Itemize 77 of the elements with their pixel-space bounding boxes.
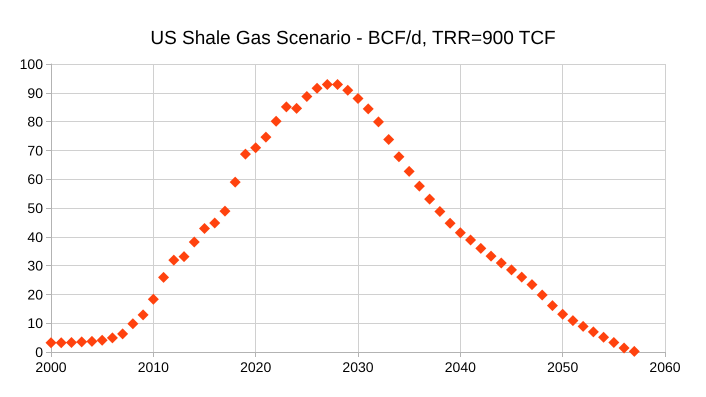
point [301, 91, 312, 102]
x-tick-label: 2060 [649, 359, 681, 375]
x-tick-label: 2000 [35, 359, 67, 375]
point [444, 218, 456, 229]
point [168, 254, 180, 266]
point [280, 101, 292, 112]
point [230, 176, 241, 188]
point [526, 279, 538, 290]
point [127, 318, 138, 330]
y-tick-label: 20 [27, 286, 44, 302]
y-tick-label: 90 [27, 84, 44, 101]
point [250, 142, 262, 154]
y-tick-label: 70 [27, 142, 44, 158]
point [567, 315, 578, 326]
x-tick-label: 2030 [342, 359, 374, 375]
point [557, 308, 568, 320]
point [486, 250, 497, 262]
point [291, 102, 302, 114]
y-tick-label: 30 [27, 258, 44, 274]
point [56, 337, 67, 348]
y-tick-label: 80 [27, 114, 44, 130]
point [628, 346, 640, 357]
point [618, 342, 630, 354]
point [342, 84, 354, 96]
point [475, 242, 486, 254]
point [496, 258, 507, 269]
point [465, 234, 476, 246]
point [270, 116, 282, 127]
point [209, 217, 220, 228]
point [578, 320, 589, 332]
x-tick-label: 2020 [240, 359, 272, 375]
point [158, 272, 170, 283]
point [536, 289, 548, 300]
point [199, 222, 210, 234]
point [404, 166, 415, 177]
y-tick-label: 50 [27, 200, 44, 216]
point [372, 116, 384, 128]
point [219, 206, 230, 217]
point [106, 332, 118, 344]
point [148, 294, 159, 305]
point [434, 206, 446, 217]
point [322, 78, 333, 90]
point [393, 151, 404, 162]
point [66, 336, 77, 348]
point [362, 103, 374, 114]
point [240, 148, 251, 160]
point [117, 328, 128, 340]
point [598, 332, 610, 343]
point [312, 82, 323, 94]
point [260, 132, 272, 143]
y-tick-label: 100 [20, 56, 44, 72]
point [76, 336, 88, 348]
point [454, 227, 466, 238]
point [352, 93, 364, 104]
x-tick-label: 2010 [138, 359, 170, 375]
x-tick-label: 2050 [547, 359, 578, 375]
point [414, 180, 425, 192]
y-tick-label: 0 [35, 344, 44, 360]
point [138, 309, 149, 320]
point [506, 264, 517, 276]
point [588, 326, 599, 338]
point [424, 194, 436, 205]
point [188, 236, 200, 248]
point [178, 251, 190, 262]
chart-title: US Shale Gas Scenario - BCF/d, TRR=900 TCF [150, 28, 556, 49]
point [332, 78, 344, 90]
x-tick-label: 2040 [444, 359, 476, 375]
point [383, 134, 394, 145]
y-tick-label: 10 [27, 315, 44, 332]
point [608, 336, 620, 348]
y-tick-label: 40 [27, 228, 44, 245]
point [516, 272, 528, 283]
point [546, 300, 558, 312]
point [86, 336, 98, 347]
y-tick-label: 60 [27, 171, 44, 188]
point [96, 334, 108, 346]
point [46, 337, 56, 348]
